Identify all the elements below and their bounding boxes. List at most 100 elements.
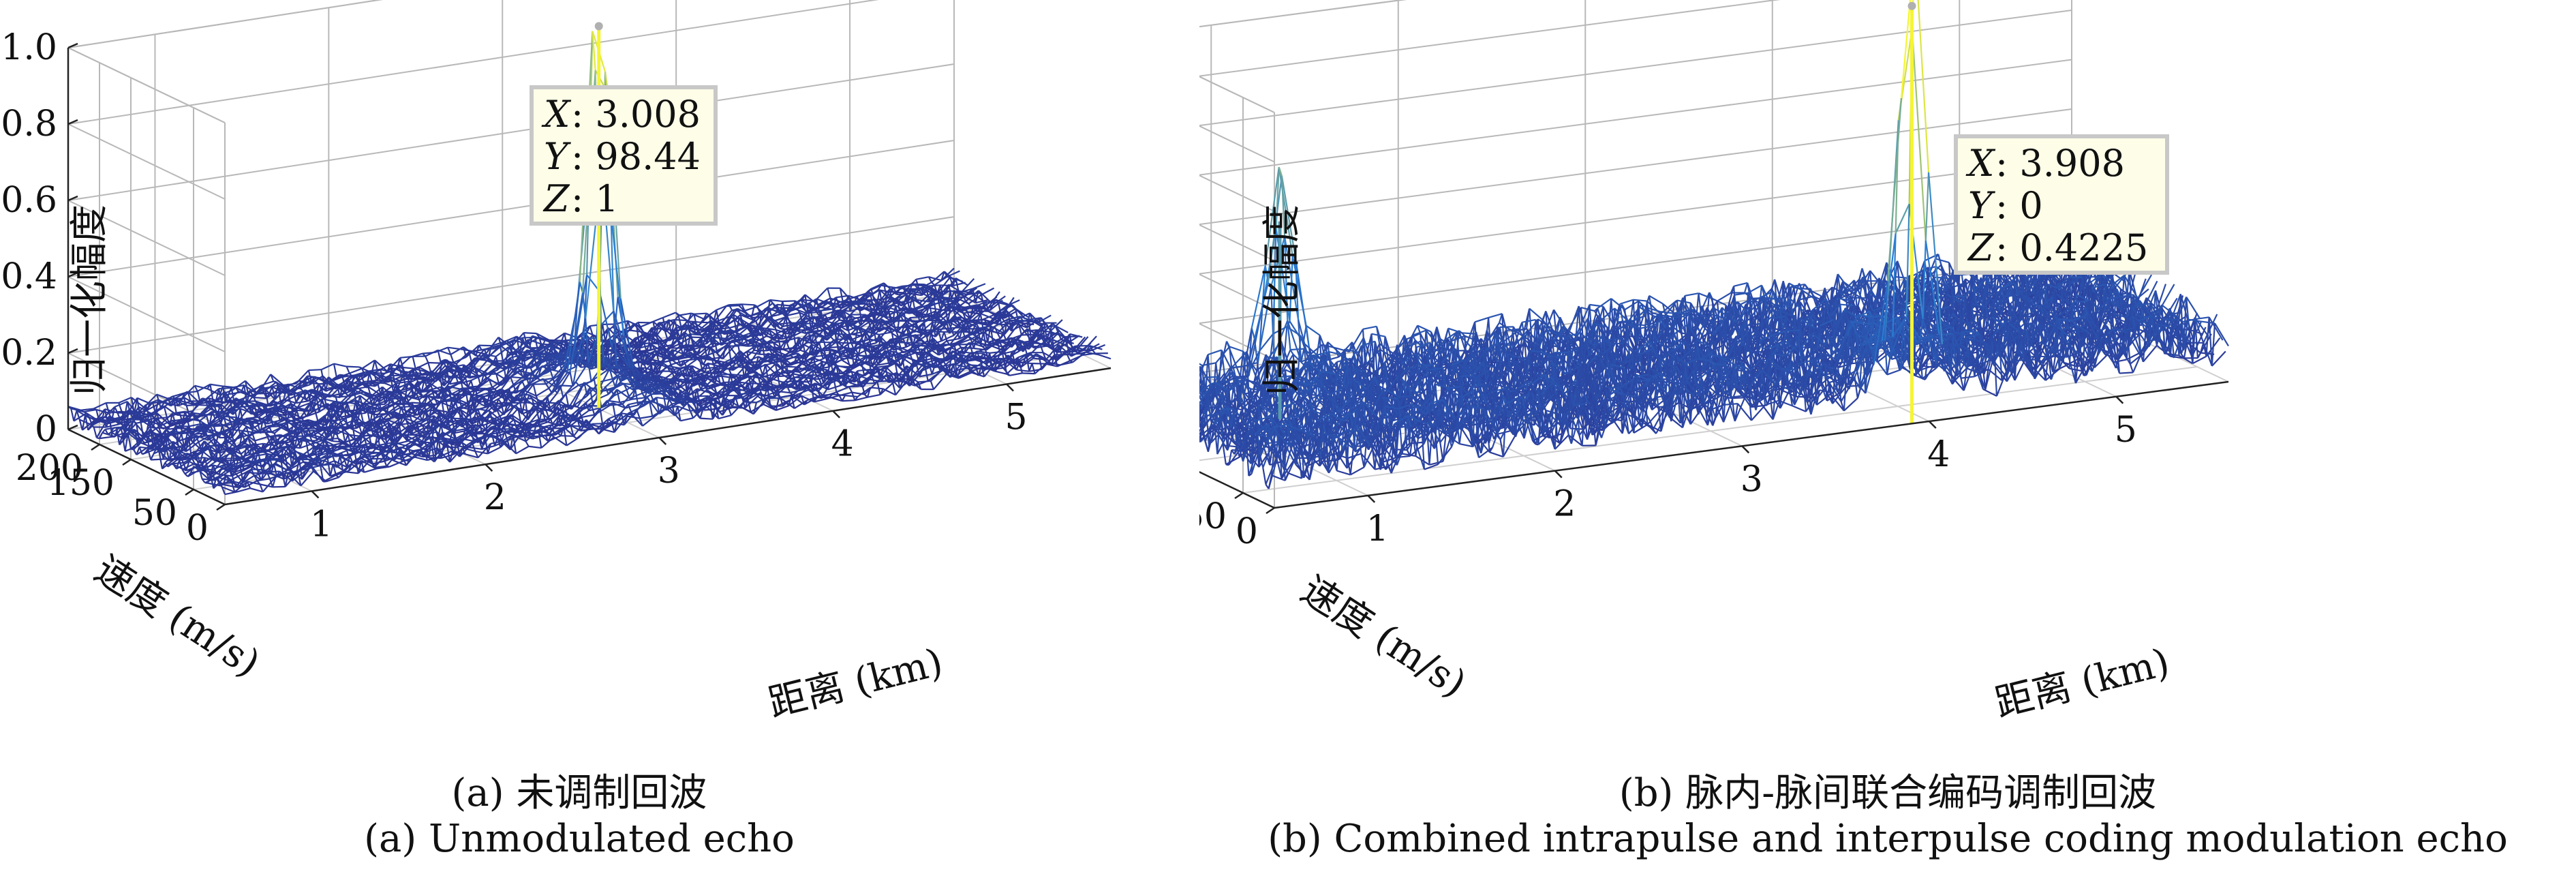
mesh-line <box>325 385 339 392</box>
mesh-line <box>318 381 332 385</box>
mesh-line <box>714 337 727 339</box>
mesh-line <box>339 382 354 398</box>
mesh-line <box>443 370 458 387</box>
mesh-line <box>816 298 830 305</box>
mesh-line <box>812 322 816 331</box>
mesh-line <box>254 397 267 399</box>
mesh-line <box>199 410 213 422</box>
mesh-line <box>363 391 378 397</box>
mesh-line <box>306 376 311 385</box>
mesh-line <box>960 288 973 293</box>
mesh-line <box>243 384 258 395</box>
mesh-line <box>660 322 666 330</box>
mesh-line <box>948 284 962 293</box>
mesh-line <box>372 403 386 406</box>
mesh-line <box>713 305 727 323</box>
mesh-line <box>213 402 217 412</box>
mesh-line <box>508 346 512 352</box>
mesh-line <box>256 402 261 417</box>
mesh-line <box>368 373 373 382</box>
mesh-line <box>844 342 857 344</box>
grid-line <box>67 0 383 48</box>
mesh-line <box>404 371 418 374</box>
mesh-line <box>80 408 94 411</box>
mesh-line <box>949 277 954 286</box>
mesh-line <box>231 384 245 389</box>
grid-line <box>67 200 226 276</box>
mesh-line <box>796 307 801 314</box>
mesh-line <box>219 416 225 424</box>
mesh-line <box>234 419 248 422</box>
mesh-line <box>661 335 675 345</box>
mesh-line <box>985 301 999 304</box>
mesh-line <box>771 329 785 337</box>
mesh-line <box>104 429 109 435</box>
mesh-line <box>534 352 547 358</box>
mesh-line <box>99 432 104 439</box>
mesh-line <box>763 327 776 331</box>
mesh-line <box>925 304 930 315</box>
mesh-line <box>768 307 782 315</box>
mesh-line <box>857 317 861 326</box>
mesh-line <box>240 408 254 414</box>
mesh-line <box>536 333 540 338</box>
mesh-line <box>236 406 251 423</box>
mesh-line <box>795 309 809 324</box>
mesh-line <box>360 408 373 410</box>
mesh-line <box>839 288 844 303</box>
mesh-line <box>412 356 416 369</box>
mesh-line <box>723 338 728 344</box>
mesh-line <box>758 327 773 337</box>
mesh-line <box>664 329 669 339</box>
mesh-line <box>400 374 414 382</box>
grid-line <box>67 216 955 354</box>
mesh-line <box>487 344 501 359</box>
mesh-line <box>842 302 857 311</box>
mesh-line <box>262 405 266 412</box>
mesh-line <box>508 346 522 353</box>
mesh-line <box>309 398 323 412</box>
mesh-line <box>81 414 87 431</box>
mesh-line <box>333 363 347 367</box>
mesh-line <box>521 356 535 359</box>
mesh-line <box>530 345 545 350</box>
mesh-line <box>913 290 917 301</box>
mesh-line <box>345 387 359 394</box>
mesh-line <box>373 371 378 381</box>
mesh-line <box>228 391 242 395</box>
mesh-line <box>132 420 137 424</box>
mesh-line <box>729 323 743 329</box>
mesh-line <box>919 291 933 305</box>
mesh-line <box>252 388 266 396</box>
mesh-line <box>491 341 505 347</box>
mesh-line <box>981 287 995 296</box>
mesh-line <box>416 381 421 393</box>
mesh-line <box>308 369 322 372</box>
mesh-line <box>270 374 275 382</box>
mesh-line <box>931 331 945 333</box>
mesh-line <box>855 302 860 307</box>
mesh-line <box>137 412 151 417</box>
mesh-line <box>306 411 320 417</box>
mesh-line <box>120 420 134 428</box>
mesh-line <box>729 303 742 306</box>
mesh-line <box>322 393 337 398</box>
mesh-line <box>473 356 487 362</box>
mesh-line <box>925 329 938 331</box>
grid-line <box>67 47 226 123</box>
mesh-line <box>175 425 189 427</box>
mesh-line <box>889 289 893 302</box>
mesh-line <box>172 410 185 414</box>
mesh-line <box>215 389 220 402</box>
mesh-line <box>796 321 801 327</box>
mesh-line <box>772 303 777 308</box>
mesh-line <box>420 379 425 393</box>
mesh-line <box>455 374 459 384</box>
mesh-line <box>409 375 414 383</box>
mesh-line <box>185 405 190 417</box>
mesh-line <box>450 346 464 355</box>
mesh-line <box>870 306 884 316</box>
mesh-line <box>433 369 448 380</box>
mesh-line <box>515 339 529 352</box>
mesh-line <box>296 399 309 404</box>
